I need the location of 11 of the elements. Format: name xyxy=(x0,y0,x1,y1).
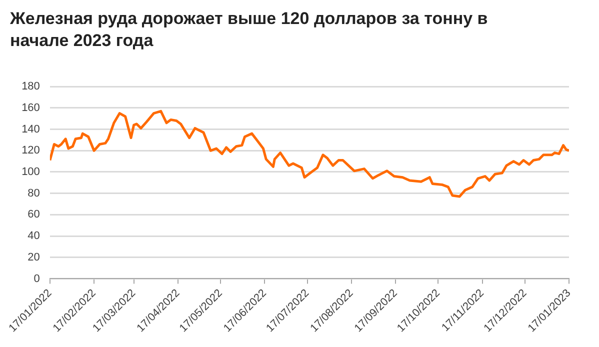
y-tick-label: 180 xyxy=(22,80,40,93)
chart-title: Железная руда дорожает выше 120 долларов за тонну в начале 2023 года xyxy=(10,8,489,52)
y-tick-label: 60 xyxy=(28,208,40,221)
y-tick-label: 160 xyxy=(22,102,40,114)
y-tick-label: 0 xyxy=(34,272,40,285)
y-tick-label: 120 xyxy=(22,144,40,157)
y-tick-label: 100 xyxy=(22,166,40,178)
y-tick-label: 20 xyxy=(28,251,40,264)
y-tick-label: 80 xyxy=(28,187,40,200)
y-tick-label: 140 xyxy=(22,123,40,136)
y-tick-label: 40 xyxy=(28,230,40,242)
